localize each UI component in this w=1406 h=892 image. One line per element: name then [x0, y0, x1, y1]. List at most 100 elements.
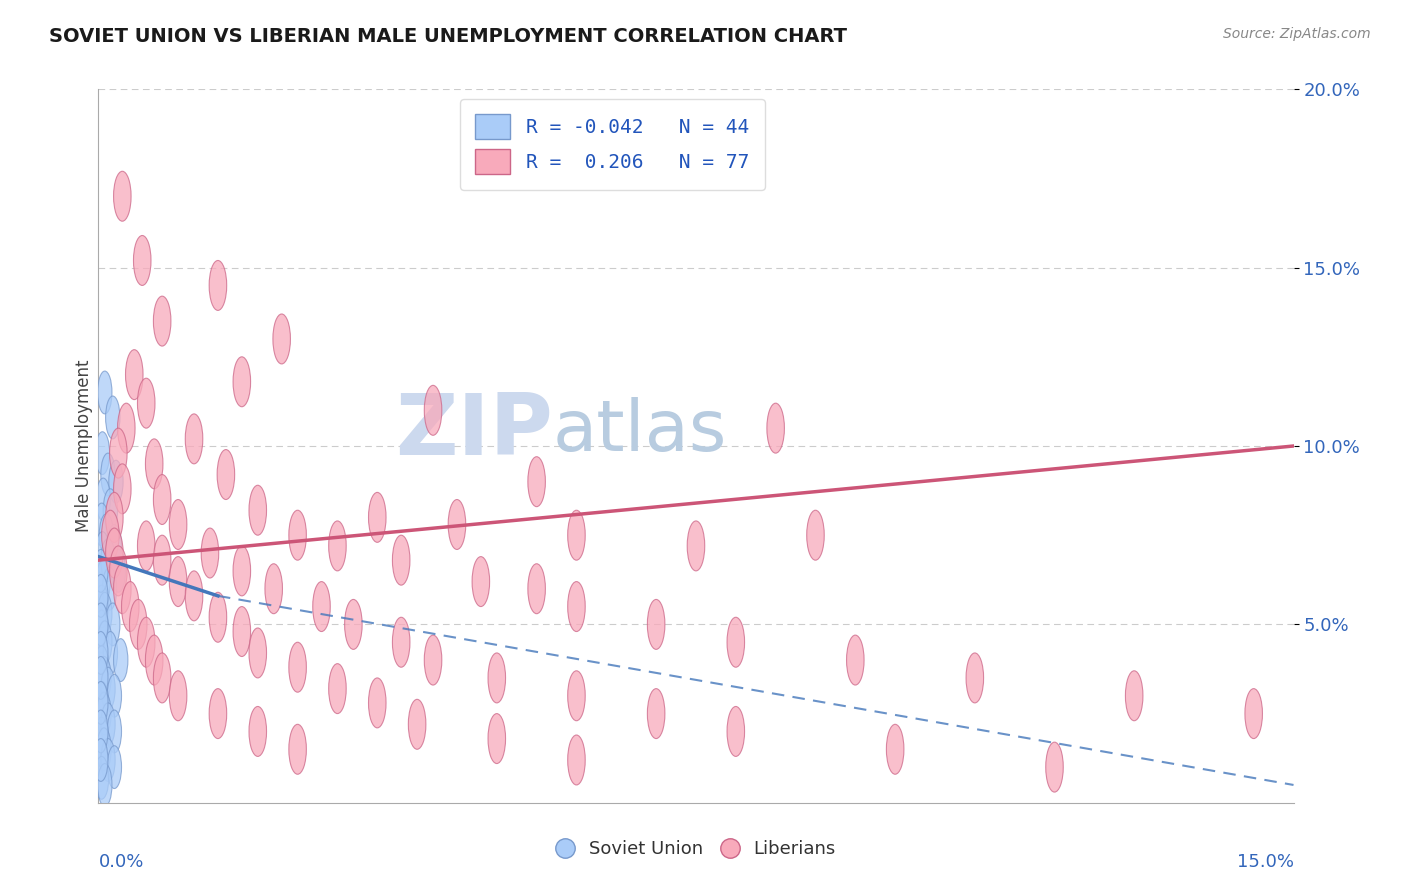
Ellipse shape [186, 571, 202, 621]
Ellipse shape [1046, 742, 1063, 792]
Ellipse shape [186, 414, 202, 464]
Ellipse shape [169, 500, 187, 549]
Ellipse shape [97, 592, 112, 635]
Ellipse shape [111, 549, 125, 592]
Ellipse shape [145, 439, 163, 489]
Ellipse shape [94, 681, 108, 724]
Text: SOVIET UNION VS LIBERIAN MALE UNEMPLOYMENT CORRELATION CHART: SOVIET UNION VS LIBERIAN MALE UNEMPLOYME… [49, 27, 848, 45]
Ellipse shape [1125, 671, 1143, 721]
Ellipse shape [107, 710, 121, 753]
Ellipse shape [392, 535, 411, 585]
Ellipse shape [217, 450, 235, 500]
Ellipse shape [94, 503, 108, 546]
Text: 15.0%: 15.0% [1236, 853, 1294, 871]
Ellipse shape [568, 735, 585, 785]
Ellipse shape [688, 521, 704, 571]
Ellipse shape [97, 728, 111, 771]
Ellipse shape [107, 674, 121, 717]
Ellipse shape [101, 510, 120, 560]
Text: Source: ZipAtlas.com: Source: ZipAtlas.com [1223, 27, 1371, 41]
Ellipse shape [101, 703, 115, 746]
Ellipse shape [264, 564, 283, 614]
Ellipse shape [105, 603, 120, 646]
Ellipse shape [449, 500, 465, 549]
Ellipse shape [647, 689, 665, 739]
Ellipse shape [101, 739, 115, 781]
Ellipse shape [249, 485, 267, 535]
Ellipse shape [97, 764, 112, 806]
Text: atlas: atlas [553, 397, 727, 467]
Ellipse shape [138, 521, 155, 571]
Ellipse shape [94, 657, 108, 699]
Ellipse shape [249, 706, 267, 756]
Ellipse shape [94, 681, 108, 724]
Ellipse shape [94, 585, 108, 628]
Ellipse shape [114, 564, 131, 614]
Ellipse shape [94, 603, 108, 646]
Ellipse shape [94, 549, 108, 592]
Ellipse shape [568, 582, 585, 632]
Ellipse shape [134, 235, 150, 285]
Ellipse shape [472, 557, 489, 607]
Ellipse shape [94, 632, 108, 674]
Ellipse shape [209, 260, 226, 310]
Ellipse shape [488, 714, 506, 764]
Ellipse shape [288, 724, 307, 774]
Ellipse shape [1244, 689, 1263, 739]
Ellipse shape [96, 478, 111, 521]
Ellipse shape [103, 567, 117, 610]
Ellipse shape [201, 528, 219, 578]
Ellipse shape [125, 350, 143, 400]
Ellipse shape [108, 460, 124, 503]
Ellipse shape [727, 706, 745, 756]
Ellipse shape [114, 171, 131, 221]
Ellipse shape [103, 489, 118, 532]
Ellipse shape [233, 546, 250, 596]
Ellipse shape [94, 710, 108, 753]
Text: ZIP: ZIP [395, 390, 553, 474]
Ellipse shape [94, 610, 108, 653]
Ellipse shape [100, 514, 114, 557]
Ellipse shape [129, 599, 148, 649]
Text: 0.0%: 0.0% [98, 853, 143, 871]
Ellipse shape [329, 521, 346, 571]
Ellipse shape [97, 692, 111, 735]
Ellipse shape [425, 635, 441, 685]
Ellipse shape [568, 510, 585, 560]
Ellipse shape [209, 689, 226, 739]
Ellipse shape [138, 617, 155, 667]
Ellipse shape [209, 592, 226, 642]
Ellipse shape [647, 599, 665, 649]
Y-axis label: Male Unemployment: Male Unemployment [75, 359, 93, 533]
Ellipse shape [94, 756, 108, 799]
Ellipse shape [110, 428, 127, 478]
Ellipse shape [527, 457, 546, 507]
Ellipse shape [488, 653, 506, 703]
Ellipse shape [273, 314, 291, 364]
Ellipse shape [97, 371, 112, 414]
Ellipse shape [107, 746, 121, 789]
Ellipse shape [96, 532, 110, 574]
Ellipse shape [105, 528, 124, 578]
Ellipse shape [846, 635, 865, 685]
Ellipse shape [425, 385, 441, 435]
Ellipse shape [105, 492, 124, 542]
Ellipse shape [886, 724, 904, 774]
Ellipse shape [568, 671, 585, 721]
Ellipse shape [527, 564, 546, 614]
Ellipse shape [288, 510, 307, 560]
Ellipse shape [153, 653, 172, 703]
Ellipse shape [392, 617, 411, 667]
Ellipse shape [169, 557, 187, 607]
Legend: Soviet Union, Liberians: Soviet Union, Liberians [548, 833, 844, 865]
Ellipse shape [94, 574, 108, 617]
Ellipse shape [94, 739, 108, 781]
Ellipse shape [96, 432, 110, 475]
Ellipse shape [368, 678, 387, 728]
Ellipse shape [107, 524, 121, 567]
Ellipse shape [103, 632, 118, 674]
Ellipse shape [97, 621, 112, 664]
Ellipse shape [766, 403, 785, 453]
Ellipse shape [807, 510, 824, 560]
Ellipse shape [94, 646, 108, 689]
